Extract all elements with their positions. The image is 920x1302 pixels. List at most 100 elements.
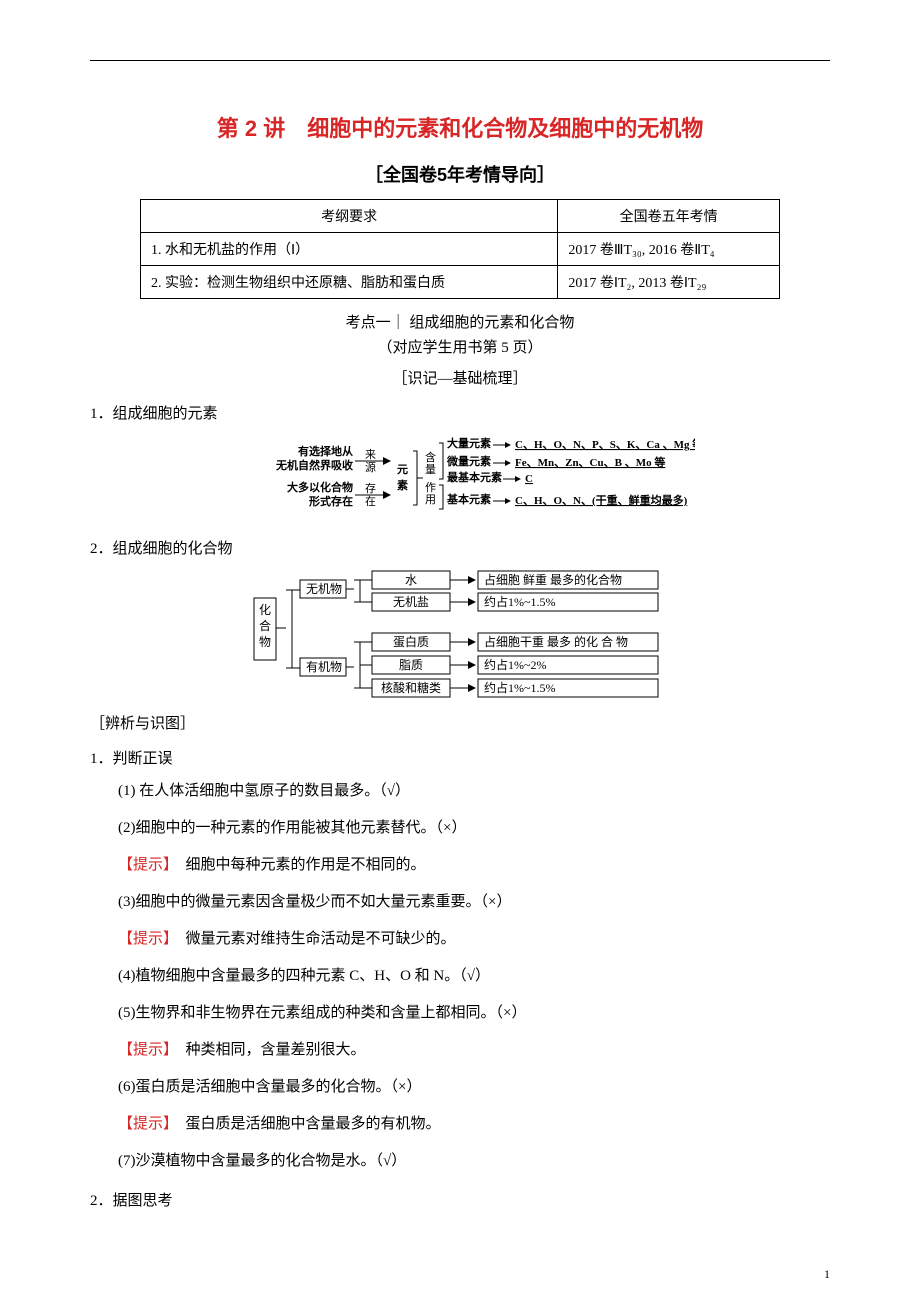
table-row: 2. 实验：检测生物组织中还原糖、脂肪和蛋白质 2017 卷ⅠT₂, 2013 … [141,266,780,299]
table-row: 1. 水和无机盐的作用（Ⅰ） 2017 卷ⅢT₃₀, 2016 卷ⅡT₄ [141,233,780,266]
num: 2． [90,541,113,557]
compound-row-4: 核酸和糖类 约占1%~1.5% [372,679,658,697]
svg-text:来: 来 [365,448,376,461]
item-text: (2)细胞中的一种元素的作用能被其他元素替代。（×） [118,820,466,836]
item-text: 蛋白质是活细胞中含量最多的有机物。 [171,1116,441,1132]
svg-text:量: 量 [425,463,436,476]
svg-text:基本元素: 基本元素 [446,492,491,506]
svg-text:C、H、O、N、(干重、鲜重均最多): C、H、O、N、(干重、鲜重均最多) [515,493,688,507]
text: 据图思考 [113,1193,173,1209]
list-item: 【提示】 微量元素对维持生命活动是不可缺少的。 [118,926,830,953]
td-year: 2017 卷ⅠT₂, 2013 卷ⅠT₂₉ [558,266,780,299]
num: 1． [90,406,113,422]
list-item: (1) 在人体活细胞中氢原子的数目最多。（√） [118,778,830,805]
svg-text:核酸和糖类: 核酸和糖类 [381,680,441,695]
list-item: (6)蛋白质是活细胞中含量最多的化合物。（×） [118,1074,830,1101]
svg-text:在: 在 [365,495,376,508]
page-title: 第 2 讲 细胞中的元素和化合物及细胞中的无机物 [90,111,830,143]
svg-text:水: 水 [405,573,417,587]
text: 判断正误 [113,751,173,767]
th-years: 全国卷五年考情 [558,200,780,233]
text: 组成细胞的元素 [113,406,218,422]
svg-text:约占1%~2%: 约占1%~2% [484,657,547,672]
svg-text:无机物: 无机物 [306,582,342,596]
list-item: 【提示】 蛋白质是活细胞中含量最多的有机物。 [118,1111,830,1138]
svg-text:素: 素 [397,478,408,492]
list-item: (2)细胞中的一种元素的作用能被其他元素替代。（×） [118,815,830,842]
svg-text:作: 作 [425,481,436,494]
text: 组成细胞的化合物 [113,541,233,557]
list-item: (3)细胞中的微量元素因含量极少而不如大量元素重要。（×） [118,889,830,916]
svg-text:有选择地从: 有选择地从 [298,444,353,458]
td-req: 1. 水和无机盐的作用（Ⅰ） [141,233,558,266]
svg-text:约占1%~1.5%: 约占1%~1.5% [484,680,556,695]
memo-heading: ［识记—基础梳理］ [90,367,830,388]
item-text: 微量元素对维持生命活动是不可缺少的。 [171,931,456,947]
svg-text:用: 用 [425,494,436,506]
sec-2: 2．据图思考 [90,1189,830,1210]
item-text: (1) 在人体活细胞中氢原子的数目最多。（√） [118,783,410,799]
svg-text:合: 合 [259,618,271,633]
svg-text:脂质: 脂质 [399,657,423,672]
svg-text:存: 存 [365,481,376,495]
list-item: (5)生物界和非生物界在元素组成的种类和含量上都相同。（×） [118,1000,830,1027]
hint-label: 【提示】 [118,1042,171,1058]
svg-text:占细胞 鲜重 最多的化合物: 占细胞 鲜重 最多的化合物 [484,572,622,587]
exam-table: 考纲要求 全国卷五年考情 1. 水和无机盐的作用（Ⅰ） 2017 卷ⅢT₃₀, … [140,199,780,299]
td-year: 2017 卷ⅢT₃₀, 2016 卷ⅡT₄ [558,233,780,266]
svg-text:微量元素: 微量元素 [446,454,491,468]
elements-diagram: 有选择地从 无机自然界吸收 大多以化合物 形式存在 来 源 存 在 元 素 含 … [225,433,695,523]
svg-text:物: 物 [259,635,271,649]
num: 1． [90,751,113,767]
heading-2: 2．组成细胞的化合物 [90,537,830,558]
compound-row-0: 水 占细胞 鲜重 最多的化合物 [372,571,658,589]
item-text: (6)蛋白质是活细胞中含量最多的化合物。（×） [118,1079,421,1095]
td-req: 2. 实验：检测生物组织中还原糖、脂肪和蛋白质 [141,266,558,299]
list-item: (4)植物细胞中含量最多的四种元素 C、H、O 和 N。（√） [118,963,830,990]
compound-row-1: 无机盐 约占1%~1.5% [372,593,658,611]
hint-label: 【提示】 [118,1116,171,1132]
svg-text:最基本元素: 最基本元素 [447,470,502,484]
list-item: (7)沙漠植物中含量最多的化合物是水。（√） [118,1148,830,1175]
compounds-diagram: 化 合 物 无机物 有机物 水 占细胞 鲜重 最多的化合物 无机盐 约占1%~1… [250,568,670,698]
subtitle: ［全国卷5年考情导向］ [90,161,830,187]
svg-text:约占1%~1.5%: 约占1%~1.5% [484,594,556,609]
table-header-row: 考纲要求 全国卷五年考情 [141,200,780,233]
svg-text:大量元素: 大量元素 [447,436,491,450]
num: 2． [90,1193,113,1209]
svg-text:源: 源 [365,460,376,474]
hint-label: 【提示】 [118,857,171,873]
list-item: 【提示】 种类相同，含量差别很大。 [118,1037,830,1064]
item-text: 种类相同，含量差别很大。 [171,1042,366,1058]
svg-text:占细胞干重 最多 的化 合 物: 占细胞干重 最多 的化 合 物 [484,634,628,649]
sec-1: 1．判断正误 [90,747,830,768]
svg-text:无机盐: 无机盐 [393,595,429,609]
hint-label: 【提示】 [118,931,171,947]
svg-text:有机物: 有机物 [306,660,342,674]
header-rule [90,60,830,61]
sub-note: （对应学生用书第 5 页） [90,336,830,357]
item-text: (3)细胞中的微量元素因含量极少而不如大量元素重要。（×） [118,894,511,910]
item-text: (5)生物界和非生物界在元素组成的种类和含量上都相同。（×） [118,1005,526,1021]
item-text: (7)沙漠植物中含量最多的化合物是水。（√） [118,1153,406,1169]
heading-1: 1．组成细胞的元素 [90,402,830,423]
item-text: 细胞中每种元素的作用是不相同的。 [171,857,426,873]
section-heading: 考点一｜ 组成细胞的元素和化合物 [90,311,830,332]
svg-text:大多以化合物: 大多以化合物 [287,480,353,494]
list-item: 【提示】 细胞中每种元素的作用是不相同的。 [118,852,830,879]
svg-text:元: 元 [397,463,408,476]
th-requirement: 考纲要求 [141,200,558,233]
items-container: (1) 在人体活细胞中氢原子的数目最多。（√） (2)细胞中的一种元素的作用能被其… [90,778,830,1175]
svg-text:含: 含 [425,450,436,464]
svg-text:蛋白质: 蛋白质 [393,634,429,649]
svg-text:Fe、Mn、Zn、Cu、B 、Mo 等: Fe、Mn、Zn、Cu、B 、Mo 等 [515,455,665,469]
svg-text:C: C [525,473,533,485]
svg-text:无机自然界吸收: 无机自然界吸收 [275,458,353,472]
compound-row-2: 蛋白质 占细胞干重 最多 的化 合 物 [372,633,658,651]
svg-text:化: 化 [259,603,271,617]
page-number: 1 [824,1267,830,1282]
compound-row-3: 脂质 约占1%~2% [372,656,658,674]
analysis-heading: ［辨析与识图］ [90,712,830,733]
item-text: (4)植物细胞中含量最多的四种元素 C、H、O 和 N。（√） [118,968,490,984]
svg-text:形式存在: 形式存在 [309,494,353,508]
